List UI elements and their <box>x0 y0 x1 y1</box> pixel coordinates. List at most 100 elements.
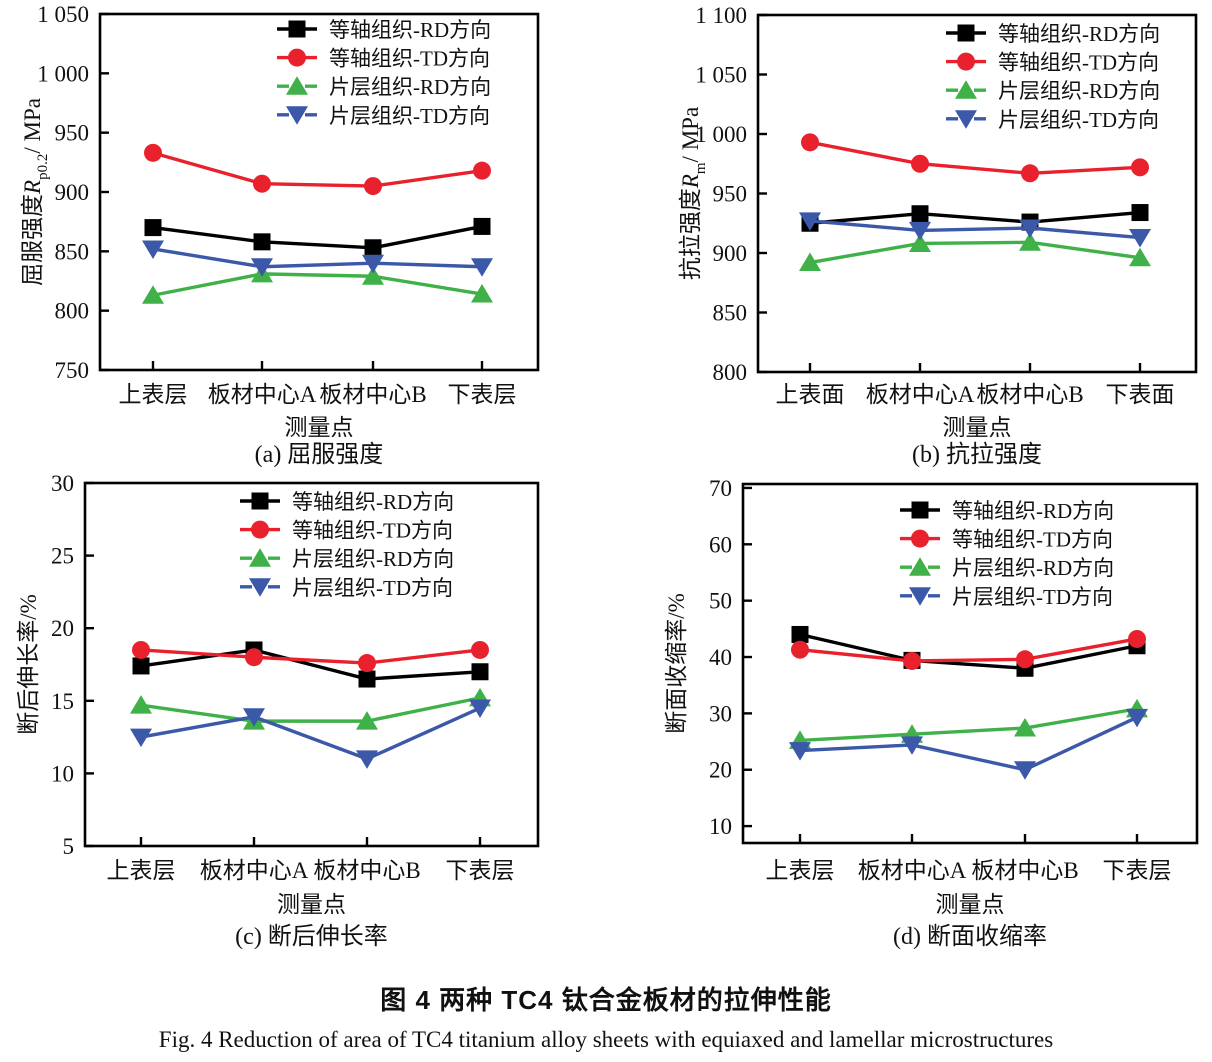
svg-text:板材中心A: 板材中心A <box>866 382 975 407</box>
series-a-3 <box>142 240 493 277</box>
series-a-2 <box>142 263 493 304</box>
svg-text:750: 750 <box>55 358 90 383</box>
series-c-3 <box>130 699 491 769</box>
chart-grid: 750 800 850 900 950 1 000 1 050 上表层 板材中心A 板材中心B 下表… <box>0 0 1212 950</box>
figure-caption-zh: 图 4 两种 TC4 钛合金板材的拉伸性能 <box>380 985 832 1015</box>
chart-a-svg: 750 800 850 900 950 1 000 1 050 上表层 板材中心A 板材中心B 下表… <box>20 2 540 468</box>
chart-b-svg: 800 850 900 950 1 000 1 050 1 100 上表面 板材中心A 板材中心B… <box>678 3 1198 468</box>
x-axis: 上表层 板材中心A 板材中心B 下表层 <box>766 834 1172 883</box>
series-a-0 <box>144 217 491 257</box>
svg-text:1 000: 1 000 <box>37 61 89 86</box>
svg-text:850: 850 <box>713 301 748 326</box>
svg-text:等轴组织-TD方向: 等轴组织-TD方向 <box>952 528 1113 552</box>
svg-text:850: 850 <box>55 239 90 264</box>
y-axis-title: 断面收缩率/% <box>664 593 689 734</box>
series-d-3 <box>789 708 1148 780</box>
y-axis: 5 10 15 20 25 30 <box>51 471 94 859</box>
chart-c-svg: 5 10 15 20 25 30 上表层 板材中心A 板材中心B 下表层 断后伸长率/% 测量点 等轴组… <box>16 471 540 950</box>
svg-text:900: 900 <box>55 180 90 205</box>
chart-a-yield-strength: 750 800 850 900 950 1 000 1 050 上表层 板材中心A 板材中心B 下表… <box>0 0 606 470</box>
chart-b-tensile-strength: 800 850 900 950 1 000 1 050 1 100 上表面 板材中心A 板材中心B… <box>606 0 1212 470</box>
svg-text:30: 30 <box>709 701 732 726</box>
y-axis: 10 20 30 40 50 60 70 <box>709 476 752 839</box>
series-b-1 <box>801 133 1149 183</box>
svg-text:片层组织-RD方向: 片层组织-RD方向 <box>998 79 1160 103</box>
y-axis-title: 抗拉强度Rm/ MPa <box>678 107 709 280</box>
x-axis: 上表层 板材中心A 板材中心B 下表层 <box>107 837 515 883</box>
svg-text:1 000: 1 000 <box>695 122 747 147</box>
series-b-2 <box>799 232 1151 272</box>
svg-text:15: 15 <box>51 689 74 714</box>
svg-text:800: 800 <box>713 360 748 385</box>
svg-text:40: 40 <box>709 645 732 670</box>
panel-caption-b: (b) 抗拉强度 <box>912 441 1042 468</box>
x-axis: 上表层 板材中心A 板材中心B 下表层 <box>119 361 517 407</box>
chart-c-elongation: 5 10 15 20 25 30 上表层 板材中心A 板材中心B 下表层 断后伸长率/% 测量点 等轴组… <box>0 470 606 950</box>
svg-text:20: 20 <box>709 758 732 783</box>
y-axis-title: 屈服强度Rp0.2/ MPa <box>20 98 51 286</box>
chart-panel-d: 10 20 30 40 50 60 70 上表层 板材中心A 板材中心B 下表层 断面收缩率/% 测量点… <box>606 470 1212 950</box>
svg-text:上表层: 上表层 <box>107 858 176 883</box>
svg-text:片层组织-TD方向: 片层组织-TD方向 <box>998 108 1159 132</box>
chart-panel-c: 5 10 15 20 25 30 上表层 板材中心A 板材中心B 下表层 断后伸长率/% 测量点 等轴组… <box>0 470 606 950</box>
svg-text:800: 800 <box>55 299 90 324</box>
y-axis: 800 850 900 950 1 000 1 050 1 100 <box>695 3 767 385</box>
svg-text:片层组织-TD方向: 片层组织-TD方向 <box>292 576 453 600</box>
svg-text:下表层: 下表层 <box>1103 858 1172 883</box>
svg-text:片层组织-RD方向: 片层组织-RD方向 <box>292 547 454 571</box>
svg-text:片层组织-TD方向: 片层组织-TD方向 <box>329 104 490 128</box>
series-b-3 <box>799 212 1151 248</box>
svg-text:5: 5 <box>63 834 75 859</box>
svg-text:等轴组织-RD方向: 等轴组织-RD方向 <box>952 499 1114 523</box>
svg-text:1 050: 1 050 <box>37 2 89 27</box>
svg-text:下表层: 下表层 <box>448 382 517 407</box>
panel-caption-a: (a) 屈服强度 <box>255 441 384 468</box>
svg-text:30: 30 <box>51 471 74 496</box>
chart-d-svg: 10 20 30 40 50 60 70 上表层 板材中心A 板材中心B 下表层 断面收缩率/% 测量点… <box>664 476 1199 950</box>
series-c-1 <box>132 640 489 673</box>
y-axis-title: 断后伸长率/% <box>16 594 41 735</box>
svg-text:等轴组织-RD方向: 等轴组织-RD方向 <box>998 22 1160 46</box>
svg-text:10: 10 <box>51 761 74 786</box>
panel-caption-d: (d) 断面收缩率 <box>893 923 1047 950</box>
svg-text:上表面: 上表面 <box>776 382 845 407</box>
panel-caption-c: (c) 断后伸长率 <box>235 923 388 950</box>
svg-text:板材中心A: 板材中心A <box>200 858 309 883</box>
series-d-2 <box>789 698 1148 749</box>
svg-text:上表层: 上表层 <box>119 382 188 407</box>
svg-text:1 100: 1 100 <box>695 3 747 28</box>
svg-text:上表层: 上表层 <box>766 858 835 883</box>
x-axis-title: 测量点 <box>943 415 1012 440</box>
svg-text:板材中心B: 板材中心B <box>313 858 420 883</box>
svg-text:片层组织-TD方向: 片层组织-TD方向 <box>952 585 1113 609</box>
svg-text:板材中心B: 板材中心B <box>971 858 1078 883</box>
svg-text:50: 50 <box>709 589 732 614</box>
chart-panel-a: 750 800 850 900 950 1 000 1 050 上表层 板材中心A 板材中心B 下表… <box>0 0 606 470</box>
svg-text:板材中心B: 板材中心B <box>976 382 1083 407</box>
svg-text:下表面: 下表面 <box>1106 382 1175 407</box>
svg-text:950: 950 <box>55 121 90 146</box>
svg-text:20: 20 <box>51 616 74 641</box>
chart-panel-b: 800 850 900 950 1 000 1 050 1 100 上表面 板材中心A 板材中心B… <box>606 0 1212 470</box>
x-axis-title: 测量点 <box>936 892 1005 917</box>
svg-text:板材中心B: 板材中心B <box>319 382 426 407</box>
figure-caption-en: Fig. 4 Reduction of area of TC4 titanium… <box>158 1027 1054 1052</box>
svg-text:10: 10 <box>709 814 732 839</box>
series-d-1 <box>791 629 1146 670</box>
svg-text:下表层: 下表层 <box>446 858 515 883</box>
x-axis-title: 测量点 <box>285 415 354 440</box>
figure-captions: 图 4 两种 TC4 钛合金板材的拉伸性能 Fig. 4 Reduction o… <box>0 980 1212 1053</box>
svg-text:900: 900 <box>713 241 748 266</box>
svg-text:60: 60 <box>709 532 732 557</box>
svg-text:25: 25 <box>51 544 74 569</box>
y-axis: 750 800 850 900 950 1 000 1 050 <box>37 2 109 383</box>
svg-text:1 050: 1 050 <box>695 63 747 88</box>
series-c-0 <box>132 641 489 688</box>
svg-text:板材中心A: 板材中心A <box>858 858 967 883</box>
plot-frame <box>83 481 540 848</box>
